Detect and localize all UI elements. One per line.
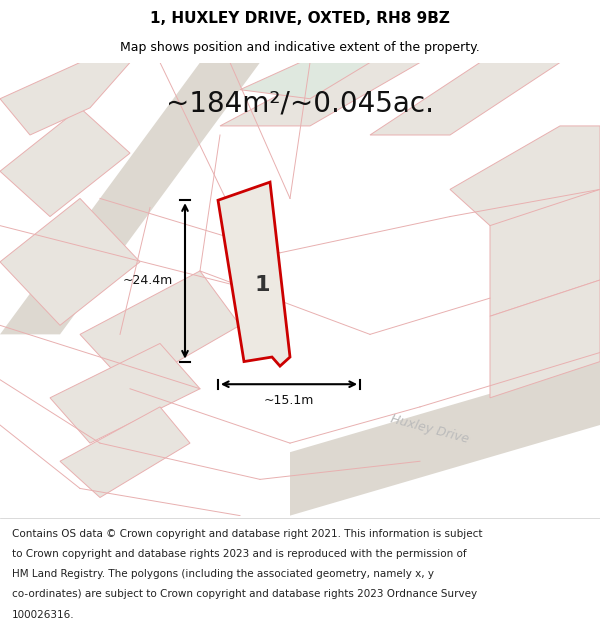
Polygon shape (0, 107, 130, 216)
Polygon shape (0, 62, 260, 334)
Polygon shape (450, 126, 600, 234)
Text: to Crown copyright and database rights 2023 and is reproduced with the permissio: to Crown copyright and database rights 2… (12, 549, 467, 559)
Text: Huxley Drive: Huxley Drive (389, 413, 470, 446)
Text: ~24.4m: ~24.4m (123, 274, 173, 288)
Polygon shape (490, 189, 600, 316)
Text: co-ordinates) are subject to Crown copyright and database rights 2023 Ordnance S: co-ordinates) are subject to Crown copyr… (12, 589, 477, 599)
Text: 1, HUXLEY DRIVE, OXTED, RH8 9BZ: 1, HUXLEY DRIVE, OXTED, RH8 9BZ (150, 11, 450, 26)
Polygon shape (218, 182, 290, 366)
Text: Map shows position and indicative extent of the property.: Map shows position and indicative extent… (120, 41, 480, 54)
Text: 1: 1 (254, 274, 270, 294)
Text: Contains OS data © Crown copyright and database right 2021. This information is : Contains OS data © Crown copyright and d… (12, 529, 482, 539)
Polygon shape (240, 62, 370, 99)
Text: ~184m²/~0.045ac.: ~184m²/~0.045ac. (166, 89, 434, 118)
Polygon shape (290, 361, 600, 516)
Polygon shape (490, 280, 600, 398)
Polygon shape (0, 199, 140, 325)
Polygon shape (220, 62, 420, 126)
Polygon shape (0, 62, 130, 135)
Text: 100026316.: 100026316. (12, 610, 74, 620)
Polygon shape (370, 62, 560, 135)
Text: ~15.1m: ~15.1m (264, 394, 314, 407)
Polygon shape (60, 407, 190, 498)
Text: HM Land Registry. The polygons (including the associated geometry, namely x, y: HM Land Registry. The polygons (includin… (12, 569, 434, 579)
Polygon shape (50, 344, 200, 443)
Polygon shape (80, 271, 240, 389)
